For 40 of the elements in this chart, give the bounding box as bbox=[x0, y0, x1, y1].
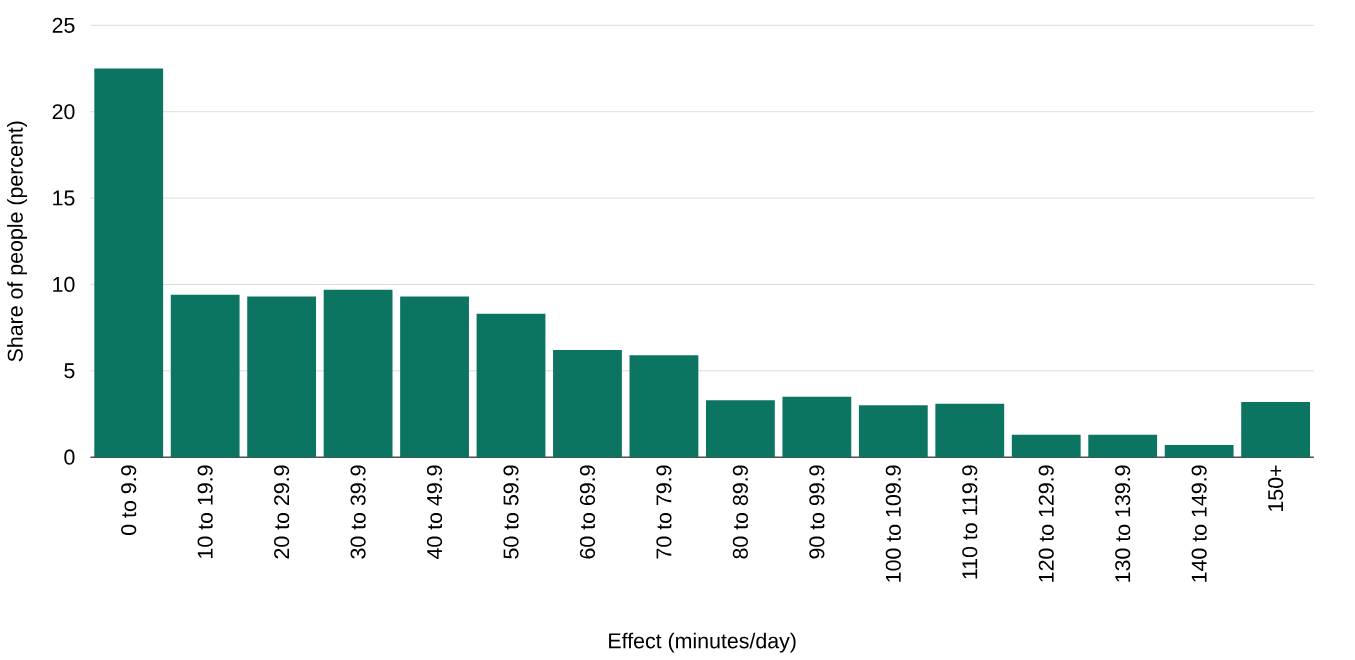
x-tick-label: 140 to 149.9 bbox=[1191, 465, 1207, 582]
y-tick-label: 5 bbox=[64, 363, 75, 379]
x-tick-label: 10 to 19.9 bbox=[197, 465, 213, 558]
bar bbox=[705, 400, 775, 458]
x-tick-label: 80 to 89.9 bbox=[732, 465, 748, 559]
bar bbox=[1241, 401, 1311, 458]
y-tick-label: 25 bbox=[52, 17, 75, 33]
bar bbox=[1011, 434, 1081, 458]
bar bbox=[247, 296, 317, 458]
y-tick-label: 20 bbox=[52, 104, 75, 120]
bar bbox=[94, 68, 164, 458]
x-tick-label: 130 to 139.9 bbox=[1115, 465, 1131, 582]
x-tick-label: 70 to 79.9 bbox=[656, 465, 672, 559]
x-tick-label: 40 to 49.9 bbox=[426, 465, 443, 560]
bar bbox=[553, 350, 622, 458]
bar bbox=[400, 296, 469, 458]
x-axis-title: Effect (minutes/day) bbox=[609, 632, 796, 653]
bar bbox=[1164, 445, 1234, 458]
x-tick-label: 150+ bbox=[1268, 465, 1284, 512]
x-tick-label: 60 to 69.9 bbox=[579, 465, 596, 559]
bar bbox=[629, 355, 699, 458]
x-tick-label: 100 to 109.9 bbox=[885, 465, 901, 582]
x-tick-label: 50 to 59.9 bbox=[503, 465, 519, 559]
y-tick-label: 15 bbox=[53, 190, 75, 206]
y-tick-label: 0 bbox=[64, 449, 75, 465]
x-tick-label: 30 to 39.9 bbox=[350, 465, 366, 559]
y-tick-label: 10 bbox=[53, 276, 75, 293]
x-tick-label: 0 to 9.9 bbox=[121, 465, 137, 535]
bar bbox=[170, 294, 240, 458]
bar bbox=[782, 396, 852, 458]
bar bbox=[476, 313, 546, 458]
bar bbox=[935, 403, 1005, 458]
x-tick-label: 110 to 119.9 bbox=[962, 465, 978, 579]
bar bbox=[858, 405, 928, 458]
x-tick-label: 20 to 29.9 bbox=[274, 465, 290, 559]
y-axis-title: Share of people (percent) bbox=[7, 121, 28, 362]
x-tick-label: 120 to 129.9 bbox=[1038, 465, 1054, 582]
bar bbox=[323, 289, 393, 458]
x-tick-label: 90 to 99.9 bbox=[809, 465, 825, 559]
bar bbox=[1088, 434, 1158, 458]
